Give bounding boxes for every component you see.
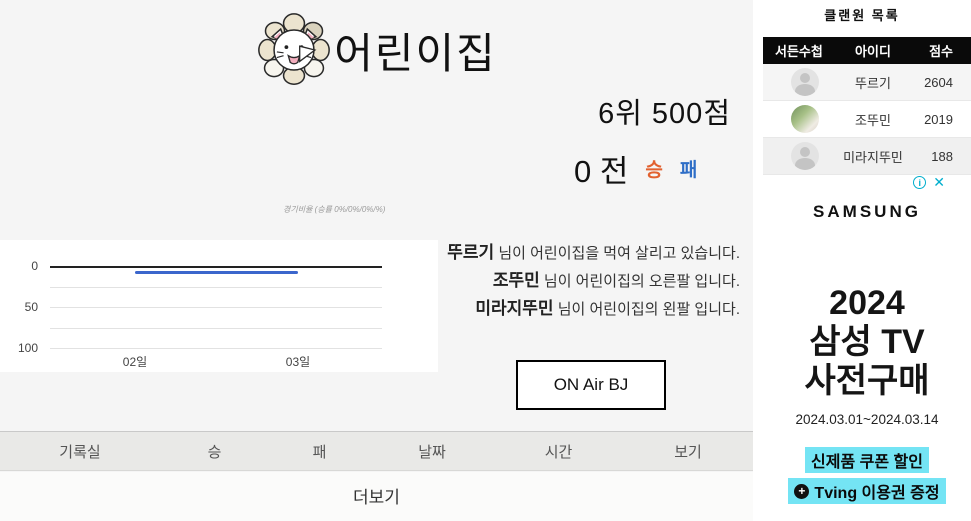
plus-icon: + [794,483,810,499]
lion-cat-logo-icon [258,13,331,85]
y-tick-100: 100 [17,341,38,355]
col-records: 기록실 [59,443,101,461]
ad-headline: 2024 삼성 TV 사전구매 [763,284,971,401]
rank-history-chart: 0 50 100 02일 03일 [0,240,438,372]
avatar-cell [763,68,835,96]
ad-close-icon[interactable]: ✕ [933,174,945,190]
chart-caption: 경기비율 (승률 0%/0%/0%/%) [283,205,386,214]
description-text: 님이 어린이집의 왼팔 입니다. [553,301,740,318]
record-summary: 0 전 승 패 [574,146,697,191]
clan-member-list-title: 클랜원 목록 [824,8,900,23]
col-time: 시간 [544,443,573,461]
member-name: 조뚜민 [492,271,540,290]
member-descriptions: 뚜르기 님이 어린이집을 먹여 살리고 있습니다. 조뚜민 님이 어린이집의 오… [447,239,740,323]
on-air-bj-button[interactable]: ON Air BJ [516,360,666,410]
avatar-cell [763,105,835,133]
member-score: 188 [931,148,953,164]
promo-tving: + Tving 이용권 증정 [788,478,946,504]
gridline-50 [50,307,382,308]
member-row[interactable]: 미라지뚜민 188 [763,138,971,175]
ad-info-icon[interactable]: i [913,176,927,189]
col-date: 날짜 [418,443,446,461]
avatar-placeholder-icon [791,68,819,96]
col-losses: 패 [312,443,327,461]
ad-line-product: 삼성 TV [809,323,925,361]
ad-controls: i ✕ [913,174,945,190]
page-title: 어린이집 [334,29,497,77]
y-tick-0: 0 [31,259,38,273]
match-count: 0 전 [574,154,629,189]
member-table-header: 서든수첩 아이디 점수 [763,37,971,64]
samsung-ad[interactable]: SAMSUNG 2024 삼성 TV 사전구매 2024.03.01~2024.… [763,196,971,504]
description-text: 님이 어린이집의 오른팔 입니다. [539,273,740,290]
gridline-75 [50,327,382,329]
samsung-logo: SAMSUNG [813,202,921,221]
load-more-button[interactable]: 더보기 [0,472,753,521]
x-tick-day02: 02일 [122,355,148,369]
member-row[interactable]: 조뚜민 2019 [763,101,971,138]
member-row[interactable]: 뚜르기 2604 [763,64,971,101]
col-score: 점수 [929,44,953,59]
member-id: 미라지뚜민 [843,149,903,165]
sidebar: 클랜원 목록 서든수첩 아이디 점수 뚜르기 2604 조뚜민 2019 미라지… [753,0,971,521]
x-tick-day03: 03일 [285,355,311,369]
member-id: 뚜르기 [855,75,891,91]
description-text: 님이 어린이집을 먹여 살리고 있습니다. [494,245,740,262]
records-table-header: 기록실 승 패 날짜 시간 보기 [0,431,753,471]
ad-line-year: 2024 [829,284,905,322]
avatar-placeholder-icon [791,142,819,170]
member-name: 미라지뚜민 [475,299,554,318]
main-content: 어린이집 6위 500점 0 전 승 패 경기비율 (승률 0%/0%/0%/%… [0,8,753,521]
description-line: 미라지뚜민 님이 어린이집의 왼팔 입니다. [447,295,740,323]
ad-period: 2024.03.01~2024.03.14 [795,412,939,427]
gridline-0 [50,266,382,268]
description-line: 뚜르기 님이 어린이집을 먹여 살리고 있습니다. [447,239,740,267]
col-notebook: 서든수첩 [775,44,823,59]
col-view: 보기 [674,443,702,461]
member-name: 뚜르기 [447,243,495,262]
y-tick-50: 50 [24,300,38,314]
promo-coupon: 신제품 쿠폰 할인 [805,447,929,473]
gridline-100 [50,348,382,349]
avatar-cell [763,142,835,170]
member-score: 2604 [924,74,953,90]
member-id: 조뚜민 [855,112,891,128]
col-id: 아이디 [855,44,891,59]
ad-line-preorder: 사전구매 [804,362,930,400]
clan-header: 어린이집 [0,8,753,92]
loss-link[interactable]: 패 [679,160,698,181]
ad-promos: 신제품 쿠폰 할인 + Tving 이용권 증정 [763,447,971,504]
avatar-photo [791,105,819,133]
col-wins: 승 [207,443,222,461]
rank-points: 6위 500점 [598,98,731,130]
rank-series-line [135,271,298,274]
promo-tving-text: Tving 이용권 증정 [814,485,940,502]
gridline-25 [50,286,382,288]
member-score: 2019 [924,111,953,127]
description-line: 조뚜민 님이 어린이집의 오른팔 입니다. [447,267,740,295]
win-link[interactable]: 승 [645,160,663,181]
